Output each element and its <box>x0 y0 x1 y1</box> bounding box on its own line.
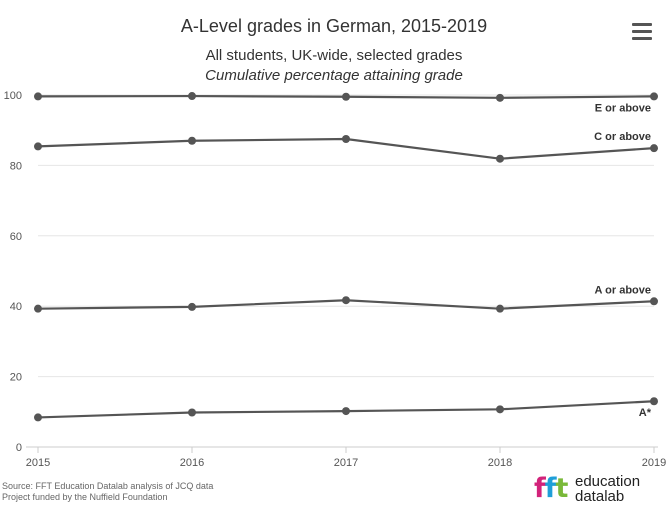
y-tick-label: 100 <box>4 90 22 102</box>
data-point <box>34 413 42 422</box>
x-tick-label: 2018 <box>488 457 512 469</box>
y-tick-label: 40 <box>10 301 22 313</box>
data-point <box>496 154 504 163</box>
data-point <box>188 92 196 101</box>
funding-note: Project funded by the Nuffield Foundatio… <box>2 492 168 502</box>
y-tick-label: 60 <box>10 231 22 243</box>
chart-footer: Source: FFT Education Datalab analysis o… <box>2 481 213 503</box>
x-tick-label: 2019 <box>642 457 666 469</box>
data-point <box>496 304 504 313</box>
data-point <box>342 135 350 143</box>
fft-education-datalab-logo: fft education datalab <box>534 474 666 506</box>
fft-logo-mark: fft <box>534 473 568 504</box>
data-point <box>188 408 196 417</box>
data-point <box>34 92 42 101</box>
x-tick-label: 2017 <box>334 457 358 469</box>
logo-text-line-2: datalab <box>575 488 625 505</box>
y-tick-label: 80 <box>10 160 22 172</box>
subtitle-line-1: All students, UK-wide, selected grades <box>205 47 463 64</box>
logo-text-line-1: education <box>575 473 641 490</box>
subtitle-line-2: Cumulative percentage attaining grade <box>205 67 463 84</box>
data-point <box>342 296 350 305</box>
source-note: Source: FFT Education Datalab analysis o… <box>2 481 214 491</box>
x-tick-label: 2016 <box>180 457 204 469</box>
hamburger-menu-icon[interactable] <box>632 23 652 41</box>
y-tick-label: 20 <box>10 372 22 384</box>
chart-title: A-Level grades in German, 2015-2019 <box>180 16 488 36</box>
y-tick-label: 0 <box>16 442 22 454</box>
data-point <box>650 397 658 406</box>
data-point <box>188 136 196 145</box>
data-point <box>342 407 350 416</box>
data-point <box>188 302 196 311</box>
data-point <box>496 93 504 102</box>
series-label: C or above <box>594 131 651 143</box>
series-label: E or above <box>595 102 651 114</box>
data-point <box>34 142 42 151</box>
data-point <box>34 304 42 313</box>
data-point <box>650 297 658 306</box>
data-point <box>650 92 658 101</box>
data-point <box>650 144 658 153</box>
line-chart: 0 20 40 60 80 100 2015 2016 2017 2018 2019 E or abo… <box>4 90 667 469</box>
series-label: A* <box>639 407 652 419</box>
chart-subtitle: All students, UK-wide, selected grades C… <box>0 46 668 86</box>
logo-text: education datalab <box>575 474 640 504</box>
data-point <box>496 405 504 414</box>
data-point <box>342 92 350 101</box>
series-label: A or above <box>595 284 651 296</box>
x-tick-label: 2015 <box>26 457 50 469</box>
